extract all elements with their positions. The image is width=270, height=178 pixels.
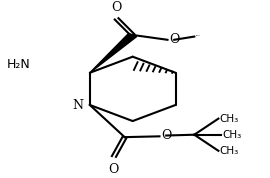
Text: O: O — [109, 163, 119, 176]
Text: methyl: methyl — [196, 35, 201, 36]
Text: O: O — [161, 129, 171, 142]
Text: N: N — [72, 99, 83, 112]
Polygon shape — [90, 33, 137, 73]
Text: CH₃: CH₃ — [222, 130, 242, 140]
Text: CH₃: CH₃ — [220, 146, 239, 156]
Text: O: O — [169, 33, 179, 46]
Text: CH₃: CH₃ — [220, 114, 239, 124]
Text: H₂N: H₂N — [7, 58, 31, 71]
Text: O: O — [112, 1, 122, 14]
